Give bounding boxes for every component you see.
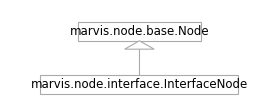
Polygon shape	[125, 41, 154, 49]
Text: marvis.node.interface.InterfaceNode: marvis.node.interface.InterfaceNode	[31, 78, 248, 91]
Text: marvis.node.base.Node: marvis.node.base.Node	[70, 25, 209, 38]
Bar	[40, 75, 239, 94]
Bar	[78, 22, 200, 41]
